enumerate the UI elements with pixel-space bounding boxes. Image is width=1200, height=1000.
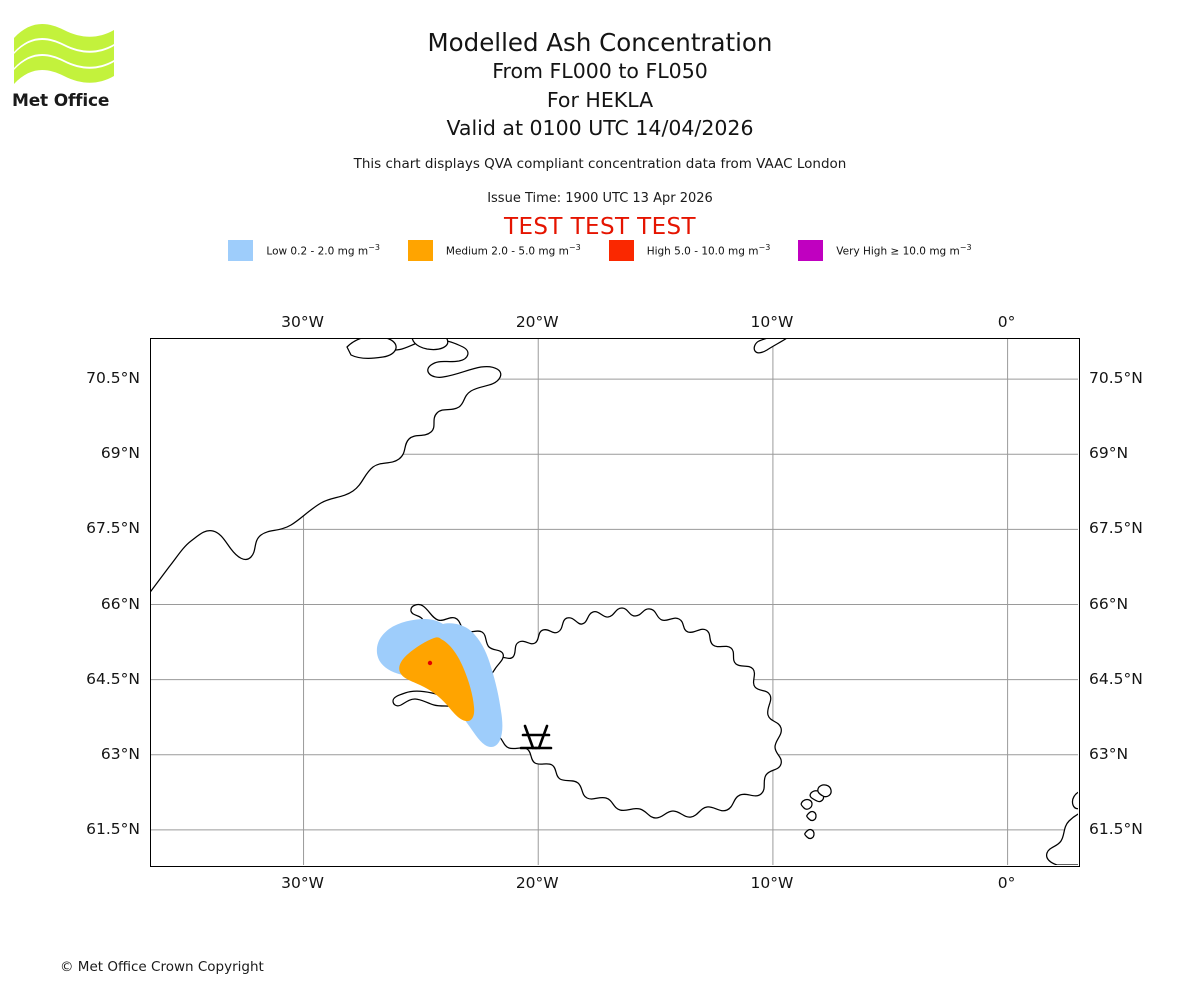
legend-item-high: High 5.0 - 10.0 mg m−3 [608, 240, 771, 261]
y-axis-tick-left: 66°N [100, 594, 140, 613]
legend: Low 0.2 - 2.0 mg m−3 Medium 2.0 - 5.0 mg … [0, 240, 1200, 261]
coastline-iceland [454, 607, 782, 819]
legend-item-medium: Medium 2.0 - 5.0 mg m−3 [407, 240, 581, 261]
source-point-marker [427, 660, 433, 666]
issue-time: Issue Time: 1900 UTC 13 Apr 2026 [487, 191, 713, 206]
chart-note: This chart displays QVA compliant concen… [353, 156, 847, 172]
y-axis-tick-left: 69°N [100, 444, 140, 463]
map-frame[interactable] [150, 338, 1080, 867]
coastlines [151, 339, 1078, 865]
coastline-scotland [1045, 813, 1078, 865]
map-container[interactable] [150, 338, 1080, 867]
coastline-faroe-islands [800, 784, 832, 840]
y-axis-tick-right: 64.5°N [1089, 669, 1143, 688]
subtitle-valid-time: Valid at 0100 UTC 14/04/2026 [446, 116, 754, 140]
y-axis-tick-left: 70.5°N [86, 369, 140, 388]
y-axis-tick-right: 70.5°N [1089, 369, 1143, 388]
legend-label-very-high: Very High ≥ 10.0 mg m−3 [836, 243, 972, 258]
y-axis-tick-right: 66°N [1089, 594, 1129, 613]
y-axis-tick-left: 67.5°N [86, 519, 140, 538]
page-title: Modelled Ash Concentration [427, 28, 773, 57]
coastline-greenland [151, 339, 502, 593]
title-block: Modelled Ash Concentration From FL000 to… [0, 28, 1200, 143]
y-axis-tick-left: 61.5°N [86, 819, 140, 838]
legend-item-low: Low 0.2 - 2.0 mg m−3 [228, 240, 380, 261]
met-office-wave-logo-icon [14, 24, 114, 84]
subtitle-volcano: For HEKLA [546, 87, 654, 112]
legend-swatch-medium [407, 240, 433, 261]
coastline-jan-mayen [753, 339, 787, 354]
legend-swatch-very-high [798, 240, 824, 261]
legend-label-high: High 5.0 - 10.0 mg m−3 [646, 243, 771, 258]
legend-label-low: Low 0.2 - 2.0 mg m−3 [266, 243, 380, 258]
test-banner: TEST TEST TEST [504, 214, 696, 240]
subtitle-flight-levels: From FL000 to FL050 [492, 59, 708, 83]
coastline-greenland-inlet [346, 339, 397, 359]
volcano-symbol-icon[interactable] [519, 724, 553, 750]
map-plot[interactable] [151, 339, 1078, 865]
met-office-logo: Met Office [12, 22, 122, 112]
copyright-text: © Met Office Crown Copyright [60, 959, 264, 975]
y-axis-tick-right: 61.5°N [1089, 819, 1143, 838]
legend-swatch-low [228, 240, 254, 261]
x-axis-tick-bottom: 30°W [281, 874, 324, 892]
coastline-island-north [411, 339, 449, 351]
y-axis-tick-left: 64.5°N [86, 669, 140, 688]
y-axis-tick-right: 67.5°N [1089, 519, 1143, 538]
legend-label-medium: Medium 2.0 - 5.0 mg m−3 [445, 243, 581, 258]
legend-swatch-high [608, 240, 634, 261]
ash-region-medium [399, 637, 475, 722]
coastline-shetland [1071, 791, 1078, 810]
coastline-iceland-reykjanes [392, 690, 458, 708]
x-axis-tick-bottom: 0° [997, 874, 1016, 892]
x-axis-tick-top: 30°W [281, 313, 324, 331]
y-axis-tick-left: 63°N [100, 744, 140, 763]
x-axis-tick-top: 20°W [515, 313, 559, 331]
x-axis-tick-bottom: 20°W [515, 874, 559, 892]
x-axis-tick-bottom: 10°W [750, 874, 794, 892]
logo-text: Met Office [12, 91, 110, 111]
y-axis-tick-right: 69°N [1089, 444, 1129, 463]
legend-item-very-high: Very High ≥ 10.0 mg m−3 [798, 240, 972, 261]
x-axis-tick-top: 10°W [750, 313, 794, 331]
x-axis-tick-top: 0° [997, 313, 1016, 331]
y-axis-tick-right: 63°N [1089, 744, 1129, 763]
